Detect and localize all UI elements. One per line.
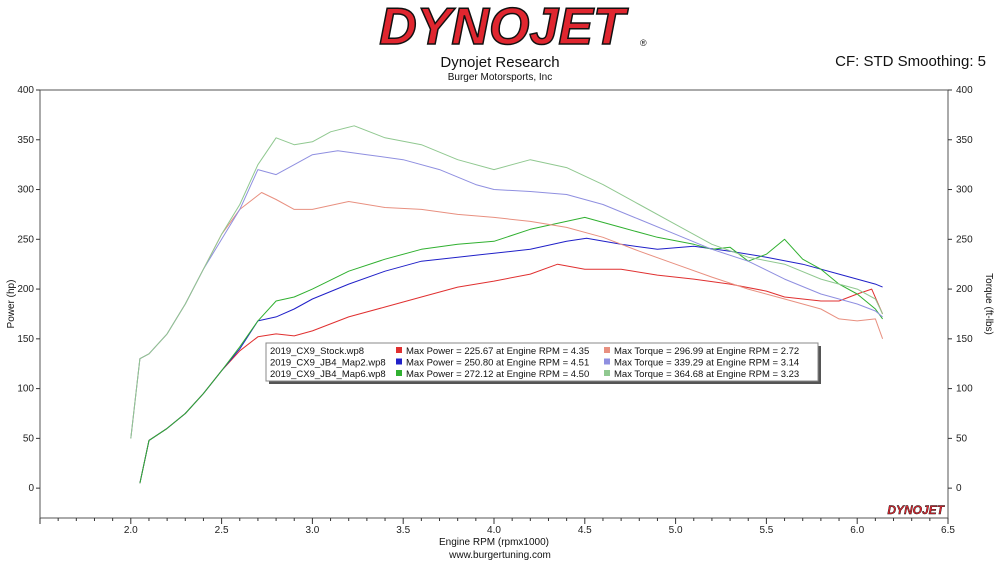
legend-file-name: 2019_CX9_JB4_Map6.wp8 (270, 369, 386, 380)
cf-smoothing-info: CF: STD Smoothing: 5 (835, 53, 986, 70)
legend-torque-text: Max Torque = 339.29 at Engine RPM = 3.14 (614, 358, 799, 369)
plot-frame (39, 89, 949, 519)
y-axis-label: Power (hp) (6, 280, 17, 329)
series-line-3-power (139, 216, 884, 484)
legend-power-text: Max Power = 225.67 at Engine RPM = 4.35 (406, 346, 589, 357)
y-tick-label: 350 (17, 135, 34, 146)
y2-axis-label: Torque (ft-lbs) (983, 273, 994, 335)
x-tick-label: 6.5 (941, 525, 955, 536)
registered-mark: ® (640, 38, 647, 48)
legend-power-swatch (396, 347, 402, 353)
footer-url: www.burgertuning.com (449, 550, 551, 561)
legend-file-name: 2019_CX9_JB4_Map2.wp8 (270, 358, 386, 369)
y-tick-label: 400 (17, 85, 34, 96)
x-tick-label: 4.0 (487, 525, 501, 536)
y2-tick-label: 300 (956, 185, 973, 196)
legend-torque-swatch (604, 347, 610, 353)
y2-tick-label: 50 (956, 433, 968, 444)
y2-tick-label: 0 (956, 483, 962, 494)
y2-tick-label: 400 (956, 85, 973, 96)
x-tick-label: 3.5 (396, 525, 410, 536)
y-tick-label: 150 (17, 334, 34, 345)
y-tick-label: 0 (28, 483, 34, 494)
legend-power-swatch (396, 358, 402, 365)
y-tick-label: 300 (17, 185, 34, 196)
y2-tick-label: 250 (956, 234, 973, 245)
x-tick-label: 5.0 (669, 525, 683, 536)
legend-box (265, 342, 819, 382)
x-tick-label: 4.5 (578, 525, 592, 536)
logo-wordmark: DYNOJET (379, 2, 629, 50)
y-tick-label: 50 (23, 433, 35, 444)
legend-torque-text: Max Torque = 296.99 at Engine RPM = 2.72 (614, 346, 799, 357)
legend-power-text: Max Power = 250.80 at Engine RPM = 4.51 (406, 358, 589, 369)
y2-tick-label: 100 (956, 384, 973, 395)
y2-tick-label: 200 (956, 284, 973, 295)
x-tick-label: 6.0 (850, 525, 864, 536)
y2-tick-label: 350 (956, 135, 973, 146)
dynojet-logo: DYNOJET ® (378, 2, 647, 50)
y2-tick-label: 150 (956, 334, 973, 345)
series-line-6-torque (130, 125, 884, 439)
legend-torque-swatch (604, 358, 610, 365)
legend-torque-swatch (604, 370, 610, 376)
x-tick-label: 5.5 (759, 525, 773, 536)
series-line-4-torque (130, 192, 884, 439)
x-tick-label: 2.5 (215, 525, 229, 536)
x-tick-label: 3.0 (305, 525, 319, 536)
y-tick-label: 200 (17, 284, 34, 295)
legend-torque-text: Max Torque = 364.68 at Engine RPM = 3.23 (614, 369, 799, 380)
y-tick-label: 100 (17, 384, 34, 395)
x-tick-label: 2.0 (124, 525, 138, 536)
legend-power-swatch (396, 370, 402, 376)
legend-file-name: 2019_CX9_Stock.wp8 (270, 346, 364, 357)
chart-subtitle: Burger Motorsports, Inc (447, 72, 553, 83)
chart-title: Dynojet Research (440, 54, 560, 71)
x-axis-label: Engine RPM (rpmx1000) (439, 537, 549, 548)
small-dynojet-logo: DYNOJET (887, 503, 945, 517)
legend-power-text: Max Power = 272.12 at Engine RPM = 4.50 (406, 369, 589, 380)
y-tick-label: 250 (17, 234, 34, 245)
